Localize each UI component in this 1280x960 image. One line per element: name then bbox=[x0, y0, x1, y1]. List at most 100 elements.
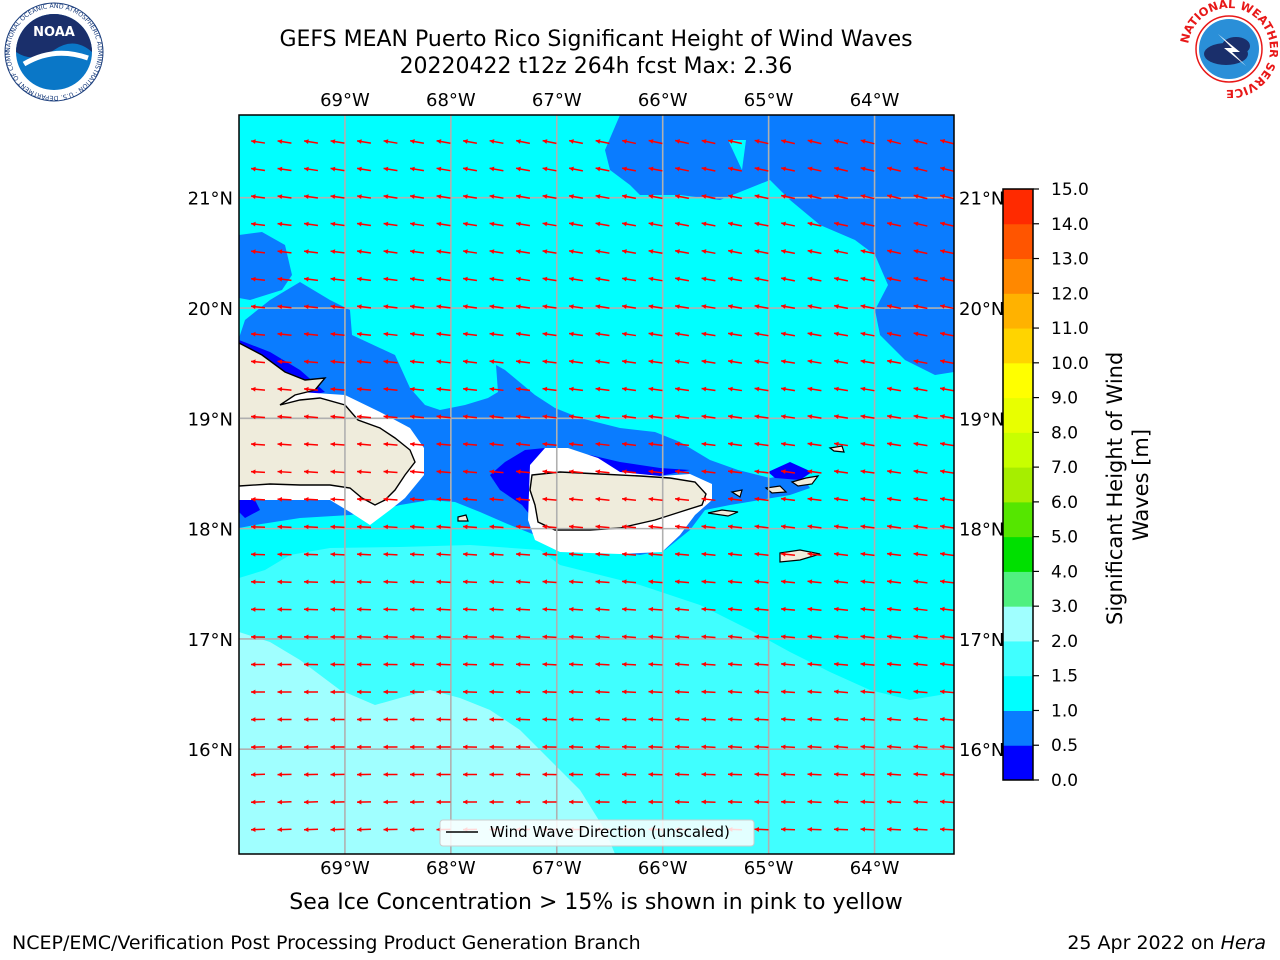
wave-arrow bbox=[383, 331, 398, 337]
wave-arrow bbox=[409, 194, 425, 199]
wave-arrow bbox=[595, 331, 610, 337]
wave-arrow bbox=[595, 221, 610, 227]
wave-arrow bbox=[383, 194, 398, 199]
wave-arrow bbox=[913, 634, 928, 640]
wave-arrow bbox=[568, 799, 584, 805]
wave-arrow bbox=[409, 249, 425, 254]
wave-arrow bbox=[356, 304, 372, 310]
wave-arrow bbox=[462, 606, 478, 612]
wave-arrow bbox=[542, 221, 557, 227]
sea-ice-caption: Sea Ice Concentration > 15% is shown in … bbox=[289, 890, 903, 915]
footer-producer: NCEP/EMC/Verification Post Processing Pr… bbox=[12, 932, 641, 954]
colorbar-tick-label: 0.0 bbox=[1051, 771, 1078, 791]
wave-arrow bbox=[542, 606, 557, 612]
wave-arrow bbox=[648, 469, 663, 475]
wave-arrow bbox=[940, 249, 954, 255]
wave-arrow bbox=[356, 386, 372, 392]
wave-arrow bbox=[701, 799, 716, 805]
wave-arrow bbox=[462, 441, 478, 447]
wave-arrow bbox=[250, 662, 266, 667]
colorbar-segment bbox=[1003, 675, 1033, 711]
wave-arrow bbox=[277, 496, 292, 502]
wave-arrow bbox=[330, 827, 345, 832]
wave-arrow bbox=[780, 221, 796, 227]
wave-arrow bbox=[277, 827, 292, 832]
lat-label-left: 17°N bbox=[188, 630, 233, 651]
wave-arrow bbox=[356, 799, 372, 805]
colorbar-segment bbox=[1003, 189, 1033, 225]
wave-arrow bbox=[356, 607, 372, 612]
wave-arrow bbox=[250, 194, 266, 200]
wave-arrow bbox=[409, 414, 425, 420]
wave-arrow bbox=[939, 579, 954, 585]
wave-arrow bbox=[621, 799, 637, 805]
wave-arrow bbox=[330, 276, 345, 282]
wave-arrow bbox=[648, 799, 663, 805]
wave-arrow bbox=[833, 606, 849, 612]
wave-arrow bbox=[860, 221, 875, 227]
wave-arrow bbox=[277, 524, 292, 530]
wave-arrow bbox=[436, 579, 451, 585]
wave-arrow bbox=[621, 386, 637, 392]
wave-arrow bbox=[462, 166, 478, 172]
wave-arrow bbox=[886, 744, 902, 750]
wave-arrow bbox=[330, 194, 345, 199]
wave-arrow bbox=[383, 496, 398, 502]
colorbar-segment bbox=[1003, 293, 1033, 329]
wave-arrow bbox=[701, 551, 716, 557]
wave-arrow bbox=[489, 276, 504, 282]
wave-arrow bbox=[383, 276, 398, 282]
wave-arrow bbox=[674, 276, 690, 282]
wave-arrow bbox=[568, 166, 584, 172]
wave-arrow bbox=[250, 827, 266, 833]
wave-arrow bbox=[542, 661, 557, 667]
wave-arrow bbox=[568, 469, 584, 475]
wave-arrow bbox=[860, 634, 875, 640]
wave-arrow bbox=[356, 414, 372, 420]
wave-arrow bbox=[621, 606, 637, 612]
wave-arrow bbox=[462, 524, 478, 530]
wave-arrow bbox=[250, 496, 266, 502]
wave-arrow bbox=[383, 799, 398, 805]
wave-arrow bbox=[674, 414, 690, 420]
wave-arrow bbox=[436, 441, 451, 447]
wave-arrow bbox=[250, 249, 266, 255]
wave-arrow bbox=[887, 221, 901, 227]
wave-arrow bbox=[834, 221, 848, 227]
wave-arrow bbox=[515, 524, 531, 530]
wave-arrow bbox=[860, 496, 875, 502]
wave-arrow bbox=[462, 551, 478, 557]
wave-arrow bbox=[515, 469, 531, 475]
wave-arrow bbox=[277, 744, 292, 750]
wave-arrow bbox=[621, 551, 637, 557]
wave-arrow bbox=[754, 661, 769, 667]
wave-arrow bbox=[833, 634, 849, 640]
wave-arrow bbox=[383, 827, 398, 832]
wave-arrow bbox=[886, 304, 902, 310]
wave-arrow bbox=[913, 524, 928, 530]
wave-arrow bbox=[409, 276, 425, 282]
axis-labels: 69°W 69°W 68°W 68°W 67°W 67°W 66°W 66°W 65°W 65°W… bbox=[188, 90, 1005, 879]
wave-arrow bbox=[807, 496, 822, 502]
wave-arrow bbox=[648, 331, 663, 337]
wave-arrow bbox=[674, 661, 690, 667]
wave-arrow bbox=[489, 359, 504, 365]
wave-arrow bbox=[939, 799, 954, 805]
wave-arrow bbox=[409, 331, 425, 337]
wave-arrow bbox=[383, 662, 398, 667]
colorbar-tick-label: 10.0 bbox=[1051, 354, 1089, 374]
wave-arrow bbox=[436, 799, 451, 805]
wave-arrow bbox=[303, 331, 319, 337]
wave-arrow bbox=[303, 441, 319, 447]
wave-arrow bbox=[356, 524, 372, 530]
wave-arrow bbox=[489, 414, 504, 420]
wave-arrow bbox=[621, 469, 637, 475]
lat-label-right: 19°N bbox=[959, 409, 1004, 430]
wave-arrow bbox=[250, 552, 266, 557]
wave-arrow bbox=[462, 496, 478, 502]
wave-arrow bbox=[648, 386, 663, 392]
wave-arrow bbox=[807, 469, 822, 475]
wave-arrow bbox=[780, 276, 796, 282]
wave-arrow bbox=[409, 359, 425, 365]
wave-arrow bbox=[913, 606, 928, 612]
